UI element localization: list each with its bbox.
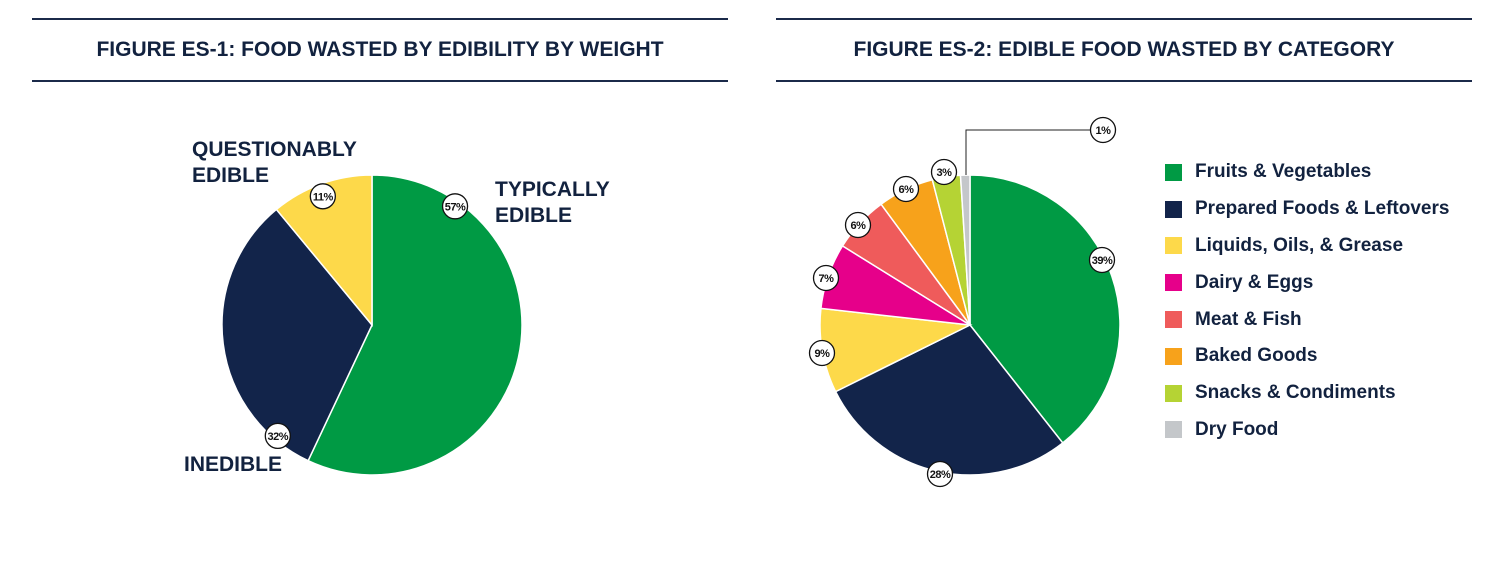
badge-fruits-vegetables (1088, 246, 1116, 274)
pie-slice-fruits-vegetables (969, 174, 1121, 444)
legend-swatch (1165, 421, 1182, 439)
legend-item-snacks-condiments: Snacks & Condiments (1165, 375, 1449, 412)
badge-prepared-foods-leftovers (926, 460, 954, 488)
badge-snacks-condiments (930, 158, 958, 186)
badge-typically-edible (441, 193, 469, 220)
legend-swatch (1165, 384, 1182, 402)
badge-baked-goods (892, 175, 920, 203)
badge-inedible (264, 422, 291, 450)
data-label-dairy-eggs: 7% (819, 273, 835, 285)
data-label-dry-food: 1% (1096, 125, 1112, 137)
legend-item-meat-fish: Meat & Fish (1165, 301, 1449, 338)
legend-item-fruits-vegetables: Fruits & Vegetables (1165, 154, 1449, 191)
legend-label: Fruits & Vegetables (1195, 161, 1372, 183)
badge-liquids-oils-grease (808, 339, 836, 367)
legend-label: Baked Goods (1195, 345, 1318, 367)
legend-item-dairy-eggs: Dairy & Eggs (1165, 264, 1449, 301)
data-label-meat-fish: 6% (851, 220, 867, 232)
legend-label: Snacks & Condiments (1195, 382, 1396, 404)
badge-meat-fish (844, 211, 872, 239)
legend-es2: Fruits & Vegetables Prepared Foods & Left… (1165, 154, 1449, 448)
data-label-prepared-foods-leftovers: 28% (930, 469, 951, 481)
label-inedible: INEDIBLE (184, 453, 282, 476)
badge-dry-food (1089, 116, 1117, 144)
legend-label: Dairy & Eggs (1195, 271, 1314, 293)
data-label-questionably-edible: 11% (313, 191, 334, 203)
figure-es1-panel: FIGURE ES-1: FOOD WASTED BY EDIBILITY BY… (32, 0, 728, 576)
data-label-inedible: 32% (268, 431, 289, 443)
leader-line-dry-food (965, 129, 1090, 175)
legend-label: Dry Food (1195, 418, 1279, 440)
legend-item-baked-goods: Baked Goods (1165, 338, 1449, 375)
legend-label: Meat & Fish (1195, 308, 1302, 330)
pie-slice-typically-edible (307, 174, 523, 476)
legend-label: Prepared Foods & Leftovers (1195, 198, 1450, 220)
legend-swatch (1165, 274, 1182, 292)
pie-slice-dry-food (959, 174, 971, 326)
data-label-snacks-condiments: 3% (937, 167, 953, 179)
badge-questionably-edible (309, 183, 336, 210)
legend-item-dry-food: Dry Food (1165, 412, 1449, 449)
pie1-slice-labels: TYPICALLY EDIBLE QUESTIONABLY EDIBLE INE… (184, 138, 615, 476)
pie-chart-category: 39% 28% 9% 7% 6% 6% 3% 1% (808, 116, 1121, 488)
figure-es2-title: FIGURE ES-2: EDIBLE FOOD WASTED BY CATEG… (776, 18, 1472, 82)
data-label-baked-goods: 6% (899, 184, 915, 196)
pie-chart-edibility: 57% 32% 11% (221, 174, 523, 476)
legend-item-prepared-foods-leftovers: Prepared Foods & Leftovers (1165, 191, 1449, 228)
data-label-liquids-oils-grease: 9% (815, 348, 831, 360)
badge-dairy-eggs (812, 264, 840, 292)
data-label-fruits-vegetables: 39% (1092, 255, 1113, 267)
legend-swatch (1165, 311, 1182, 329)
figure-es1-title: FIGURE ES-1: FOOD WASTED BY EDIBILITY BY… (32, 18, 728, 82)
label-typically-edible: TYPICALLY EDIBLE (495, 178, 615, 227)
data-label-typically-edible: 57% (445, 201, 466, 213)
label-questionably-edible: QUESTIONABLY EDIBLE (192, 138, 362, 187)
legend-swatch (1165, 237, 1182, 255)
legend-item-liquids-oils-grease: Liquids, Oils, & Grease (1165, 228, 1449, 265)
figure-es2-panel: FIGURE ES-2: EDIBLE FOOD WASTED BY CATEG… (776, 0, 1472, 576)
legend-swatch (1165, 163, 1182, 181)
legend-swatch (1165, 347, 1182, 365)
legend-label: Liquids, Oils, & Grease (1195, 234, 1404, 256)
legend-swatch (1165, 200, 1182, 218)
